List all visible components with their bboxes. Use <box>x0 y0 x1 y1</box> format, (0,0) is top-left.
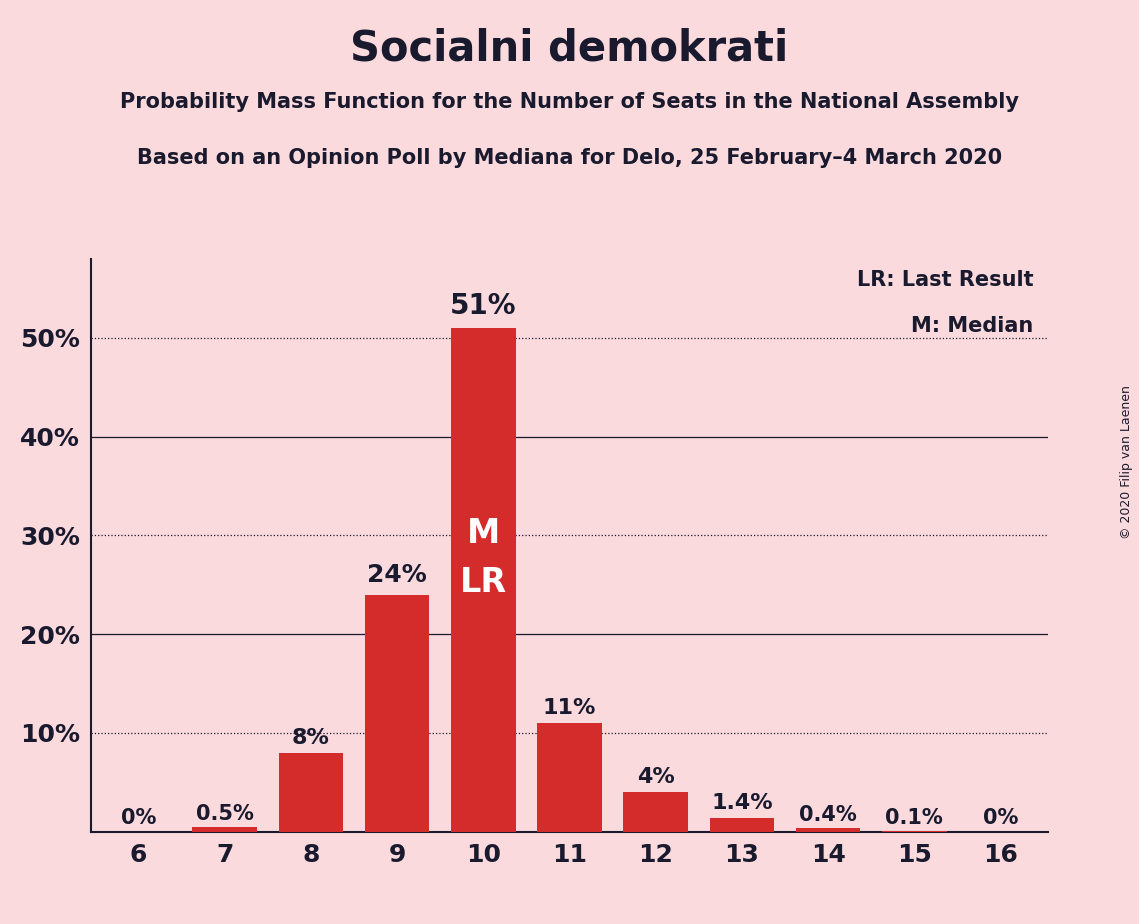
Text: 11%: 11% <box>543 698 596 718</box>
Text: 8%: 8% <box>292 727 330 748</box>
Bar <box>364 594 429 832</box>
Text: Based on an Opinion Poll by Mediana for Delo, 25 February–4 March 2020: Based on an Opinion Poll by Mediana for … <box>137 148 1002 168</box>
Bar <box>279 752 343 832</box>
Bar <box>710 818 775 832</box>
Text: 0%: 0% <box>983 808 1018 828</box>
Text: © 2020 Filip van Laenen: © 2020 Filip van Laenen <box>1121 385 1133 539</box>
Text: 51%: 51% <box>450 292 517 320</box>
Bar <box>192 827 257 832</box>
Text: 1.4%: 1.4% <box>711 793 772 813</box>
Text: M: Median: M: Median <box>911 316 1033 336</box>
Bar <box>796 828 860 832</box>
Text: Probability Mass Function for the Number of Seats in the National Assembly: Probability Mass Function for the Number… <box>120 92 1019 113</box>
Text: 0.5%: 0.5% <box>196 804 254 823</box>
Text: Socialni demokrati: Socialni demokrati <box>351 28 788 69</box>
Text: M: M <box>467 517 500 550</box>
Text: 4%: 4% <box>637 767 674 787</box>
Text: 0%: 0% <box>121 808 156 828</box>
Text: LR: Last Result: LR: Last Result <box>857 270 1033 290</box>
Text: 0.4%: 0.4% <box>800 805 857 825</box>
Bar <box>623 792 688 832</box>
Text: 24%: 24% <box>367 563 427 587</box>
Text: LR: LR <box>460 566 507 600</box>
Bar <box>538 723 601 832</box>
Text: 0.1%: 0.1% <box>885 808 943 828</box>
Bar <box>451 328 516 832</box>
Bar <box>882 831 947 832</box>
